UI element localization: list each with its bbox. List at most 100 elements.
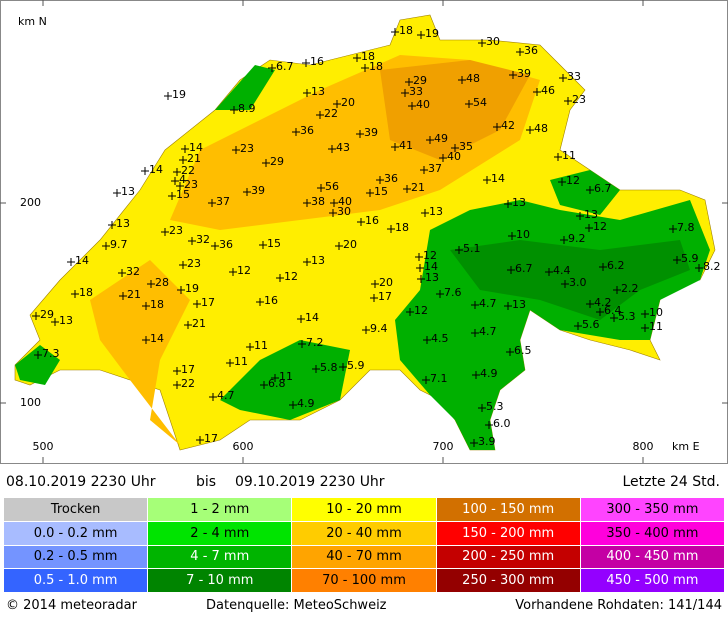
station-value: 37 [428,162,442,175]
station-value: 12 [593,220,607,233]
station-value: 29 [270,155,284,168]
station-value: 20 [343,238,357,251]
station-marker [465,100,473,108]
station-value: 5.6 [582,318,600,331]
station-value: 6.7 [515,262,533,275]
station-marker [181,145,189,153]
station-value: 40 [416,98,430,111]
station-value: 18 [395,221,409,234]
station-value: 14 [424,260,438,273]
station-marker [317,184,325,192]
legend-entry: 250 - 300 mm [436,569,580,592]
legend-entry: 0.5 - 1.0 mm [4,569,148,592]
x-axis-label: km E [672,440,700,453]
station-value: 48 [466,72,480,85]
station-value: 4.9 [480,367,498,380]
station-value: 4.5 [431,332,449,345]
raw-data: Vorhandene Rohdaten: 141/144 [515,598,722,613]
legend-entry: Trocken [4,498,148,521]
station-marker [574,322,582,330]
station-value: 13 [116,217,130,230]
station-marker [586,186,594,194]
station-marker [439,154,447,162]
station-value: 32 [196,233,210,246]
legend-entry: 150 - 200 mm [436,521,580,545]
station-value: 20 [379,276,393,289]
station-marker [161,228,169,236]
station-value: 5.8 [320,361,338,374]
station-marker [509,71,517,79]
dark-orange-region [380,60,530,160]
station-value: 7.6 [444,286,462,299]
green-region [220,340,350,420]
station-value: 4.4 [553,264,571,277]
station-marker [370,294,378,302]
legend-entry: 70 - 100 mm [292,569,436,592]
station-marker [405,78,413,86]
station-value: 22 [324,107,338,120]
station-marker [34,351,42,359]
station-marker [303,89,311,97]
station-marker [458,76,466,84]
legend-entry: 0.2 - 0.5 mm [4,545,148,569]
station-marker [179,156,187,164]
station-value: 10 [516,228,530,241]
legend-entry: 2 - 4 mm [148,521,292,545]
station-marker [113,189,121,197]
station-marker [298,340,306,348]
station-marker [508,232,516,240]
station-value: 18 [369,60,383,73]
station-value: 4 [179,173,186,186]
station-marker [108,221,116,229]
station-marker [51,318,59,326]
station-value: 14 [75,254,89,267]
station-value: 3.0 [569,276,587,289]
station-value: 30 [337,205,351,218]
station-marker [289,401,297,409]
station-value: 14 [491,172,505,185]
station-marker [613,286,621,294]
station-value: 36 [384,172,398,185]
station-value: 4.7 [479,325,497,338]
station-value: 23 [572,93,586,106]
station-marker [271,374,279,382]
station-value: 39 [517,67,531,80]
station-marker [102,242,110,250]
station-value: 13 [425,271,439,284]
green-region [15,345,60,385]
station-marker [483,176,491,184]
station-value: 23 [169,224,183,237]
station-marker [504,200,512,208]
station-marker [268,64,276,72]
station-value: 6.4 [604,304,622,317]
station-value: 23 [187,257,201,270]
legend: Trocken 1 - 2 mm 10 - 20 mm 100 - 150 mm 300… [4,498,724,592]
station-value: 48 [534,122,548,135]
station-marker [335,242,343,250]
station-value: 21 [411,181,425,194]
station-value: 33 [409,85,423,98]
station-value: 54 [473,96,487,109]
station-marker [416,264,424,272]
station-marker [357,218,365,226]
station-marker [193,300,201,308]
station-marker [179,261,187,269]
station-marker [406,308,414,316]
station-value: 16 [310,55,324,68]
x-tick-label: 800 [633,440,654,453]
station-value: 13 [311,85,325,98]
station-marker [596,308,604,316]
station-marker [366,189,374,197]
station-marker [243,188,251,196]
station-value: 17 [201,296,215,309]
station-value: 13 [512,298,526,311]
station-marker [356,130,364,138]
station-value: 40 [338,195,352,208]
station-value: 36 [300,124,314,137]
station-marker [451,144,459,152]
station-marker [371,280,379,288]
station-marker [171,177,179,185]
station-marker [330,199,338,207]
station-marker [641,324,649,332]
